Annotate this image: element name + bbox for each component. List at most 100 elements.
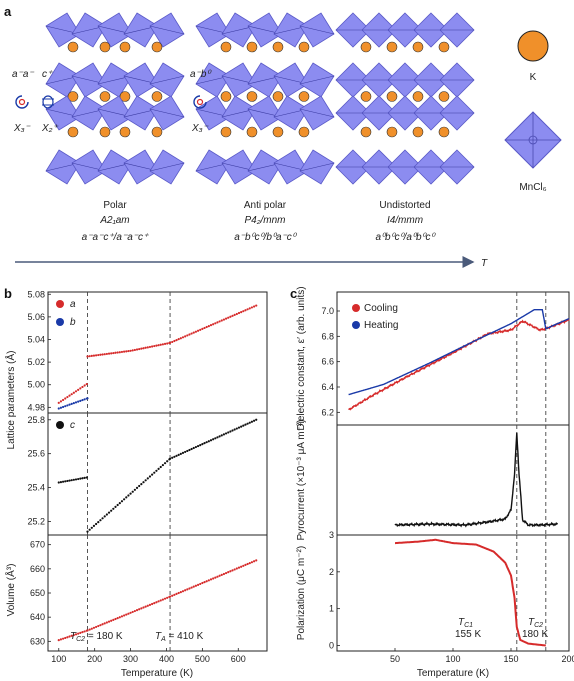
data-point — [153, 471, 156, 474]
data-point — [148, 345, 152, 349]
series-line — [348, 309, 570, 396]
y-tick-label: 2 — [329, 567, 334, 577]
data-point — [203, 326, 206, 330]
x-tick-label: 500 — [195, 654, 210, 664]
data-point — [166, 596, 169, 599]
data-point — [161, 463, 164, 467]
y-tick-label: 25.6 — [27, 449, 45, 459]
y-tick-label: 0 — [329, 640, 334, 650]
k-atom — [220, 126, 232, 138]
data-point — [168, 457, 172, 460]
polar-irrep-x3: X₃⁻ — [13, 123, 31, 134]
data-point — [192, 585, 195, 588]
data-point — [242, 424, 245, 427]
octahedron-edge — [299, 75, 335, 85]
data-point — [207, 440, 210, 443]
data-point — [227, 571, 230, 574]
data-point — [97, 521, 100, 524]
data-point — [205, 580, 208, 583]
data-point — [138, 608, 141, 611]
data-point — [212, 323, 215, 326]
data-point — [135, 348, 139, 351]
data-point — [144, 346, 147, 349]
k-atom — [412, 41, 424, 53]
k-atom — [438, 126, 450, 138]
data-point — [125, 613, 128, 616]
data-point — [68, 635, 71, 638]
k-atom — [67, 41, 79, 53]
series-line — [394, 432, 559, 528]
data-point — [92, 354, 96, 357]
data-point — [70, 479, 73, 482]
legend-label: a — [70, 299, 76, 310]
k-atom — [220, 91, 232, 102]
data-point — [118, 616, 121, 619]
data-point — [184, 450, 187, 454]
data-point — [79, 399, 82, 402]
data-point — [229, 570, 232, 573]
k-atom — [386, 126, 398, 138]
polar-rotation-notation: c⁺ — [42, 69, 53, 80]
data-point — [216, 436, 219, 439]
data-point — [59, 480, 63, 484]
data-point — [99, 624, 102, 627]
data-point — [155, 469, 158, 472]
data-point — [129, 349, 132, 352]
data-point — [148, 603, 152, 606]
data-point — [163, 342, 167, 345]
legend-marker — [352, 321, 360, 329]
data-point — [83, 630, 86, 633]
data-point — [179, 590, 182, 594]
legend-marker — [56, 318, 64, 326]
data-point — [186, 334, 189, 337]
data-point — [181, 336, 185, 339]
data-point — [112, 618, 115, 621]
data-point — [240, 565, 243, 568]
data-point — [57, 407, 60, 410]
data-point — [146, 477, 149, 480]
data-point — [155, 344, 158, 347]
data-point — [116, 351, 119, 354]
data-point — [57, 639, 60, 642]
data-point — [209, 578, 213, 581]
data-point — [85, 382, 88, 386]
data-point — [242, 564, 245, 567]
data-point — [171, 340, 174, 344]
tc1-annotation-label: TC1 — [458, 617, 473, 629]
data-point — [74, 401, 78, 404]
data-point — [214, 576, 217, 579]
y-tick-label: 3 — [329, 530, 334, 540]
data-point — [92, 524, 96, 528]
data-point — [157, 344, 160, 347]
panel-b-xlabel: Temperature (K) — [121, 668, 193, 679]
legend-marker — [352, 304, 360, 312]
data-point — [79, 387, 82, 390]
polar-tilt-notation: a⁻a⁻ — [12, 69, 34, 80]
data-point — [220, 319, 223, 322]
data-point — [153, 601, 156, 605]
data-point — [107, 352, 111, 355]
y-tick-label: 25.2 — [27, 516, 45, 526]
data-point — [125, 496, 128, 499]
y-tick-label: 5.06 — [27, 312, 45, 322]
data-point — [188, 587, 191, 590]
data-point — [212, 577, 215, 580]
data-point — [199, 444, 202, 447]
data-point — [61, 398, 65, 402]
data-point — [203, 442, 206, 445]
data-point — [163, 597, 167, 600]
octahedron-edge — [149, 25, 185, 35]
data-point — [138, 484, 141, 488]
data-point — [144, 605, 147, 608]
data-point — [99, 353, 102, 356]
data-point — [209, 324, 213, 327]
data-point — [135, 609, 139, 612]
data-point — [201, 327, 204, 330]
data-point — [70, 634, 73, 637]
data-point — [194, 584, 198, 587]
data-point — [59, 638, 63, 641]
data-point — [110, 509, 113, 512]
y-axis-label: Dielectric constant, ε′ (arb. units) — [296, 286, 307, 430]
data-point — [77, 400, 80, 403]
